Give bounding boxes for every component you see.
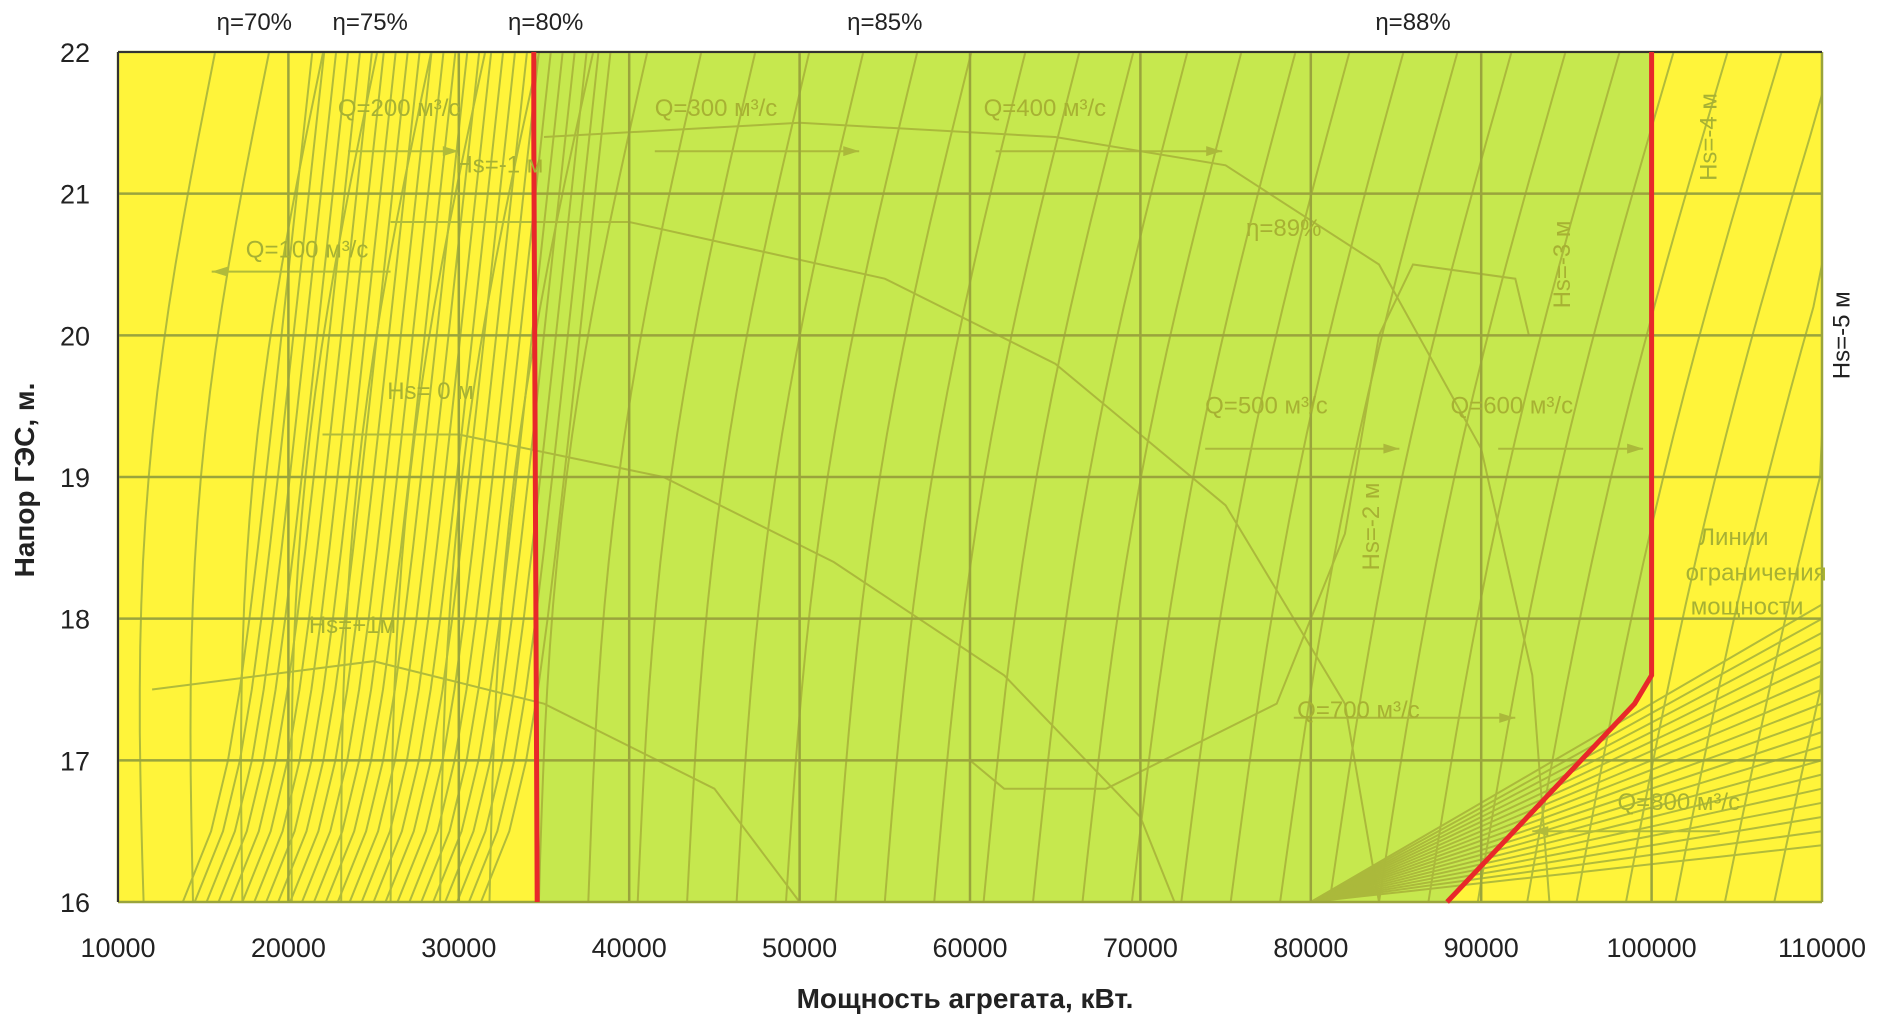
chart-annotation: ограничения xyxy=(1686,559,1827,586)
limit-line-right_limit xyxy=(1445,52,1655,904)
y-axis-ticks: 16 17 18 19 20 21 22 xyxy=(60,38,90,918)
efficiency-top-label: η=85% xyxy=(847,9,922,36)
grid xyxy=(116,50,1824,904)
chart-annotation: мощности xyxy=(1691,593,1804,620)
efficiency-top-label: η=80% xyxy=(508,9,583,36)
suction-height-label: Hs=-5 м xyxy=(1828,291,1855,379)
x-tick-label: 20000 xyxy=(251,933,326,963)
chart-annotation: Q=400 м³/с xyxy=(984,95,1107,122)
y-tick-label: 22 xyxy=(60,38,90,68)
chart-annotation: Q=500 м³/с xyxy=(1205,392,1328,419)
y-tick-label: 21 xyxy=(60,180,90,210)
suction-height-label: Hs=-2 м xyxy=(1358,483,1385,571)
y-axis-title: Напор ГЭС, м. xyxy=(9,383,40,578)
efficiency-top-label: η=88% xyxy=(1375,9,1450,36)
chart-annotation: Q=600 м³/с xyxy=(1451,392,1574,419)
x-tick-label: 10000 xyxy=(80,933,155,963)
x-tick-label: 100000 xyxy=(1607,933,1697,963)
x-tick-label: 110000 xyxy=(1778,933,1866,963)
chart-annotation: η=89% xyxy=(1246,215,1321,242)
chart-annotation: Q=700 м³/с xyxy=(1297,697,1420,724)
chart-annotation: Q=800 м³/с xyxy=(1618,789,1741,816)
x-axis-title: Мощность агрегата, кВт. xyxy=(797,983,1134,1014)
suction-height-label: Hs=-3 м xyxy=(1549,221,1576,309)
x-tick-label: 80000 xyxy=(1273,933,1348,963)
efficiency-top-label: η=75% xyxy=(332,9,407,36)
chart-annotation: Hs=+1м xyxy=(309,612,396,639)
chart-annotation: Hs=-1 м xyxy=(455,151,543,178)
chart-annotation: Q=200 м³/с xyxy=(338,95,461,122)
x-tick-label: 50000 xyxy=(762,933,837,963)
power-limit-lines xyxy=(531,52,1655,904)
y-tick-label: 20 xyxy=(60,321,90,351)
x-tick-label: 70000 xyxy=(1103,933,1178,963)
annotations: η=70% η=75% η=80% η=85% η=88% Q=200 м³/с Q=300… xyxy=(217,9,1856,816)
chart-annotation: Линии xyxy=(1699,524,1768,551)
x-tick-label: 90000 xyxy=(1444,933,1519,963)
x-tick-label: 40000 xyxy=(592,933,667,963)
x-tick-label: 30000 xyxy=(421,933,496,963)
chart-annotation: Q=100 м³/с xyxy=(246,236,369,263)
chart-annotation: Hs= 0 м xyxy=(387,378,474,405)
efficiency-top-label: η=70% xyxy=(217,9,292,36)
x-tick-label: 60000 xyxy=(932,933,1007,963)
x-axis-ticks: 10000 20000 30000 40000 50000 60000 70000 80000… xyxy=(80,933,1866,963)
y-tick-label: 19 xyxy=(60,463,90,493)
y-tick-label: 16 xyxy=(60,888,90,918)
limit-line-left_limit xyxy=(531,52,540,903)
y-tick-label: 18 xyxy=(60,605,90,635)
chart-annotation: Q=300 м³/с xyxy=(655,95,778,122)
y-tick-label: 17 xyxy=(60,746,90,776)
suction-height-label: Hs=-4 м xyxy=(1695,93,1722,181)
